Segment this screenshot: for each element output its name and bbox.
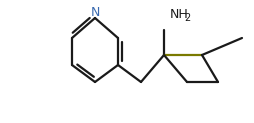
- Text: N: N: [90, 7, 100, 20]
- Text: 2: 2: [184, 13, 190, 23]
- Text: NH: NH: [170, 8, 189, 21]
